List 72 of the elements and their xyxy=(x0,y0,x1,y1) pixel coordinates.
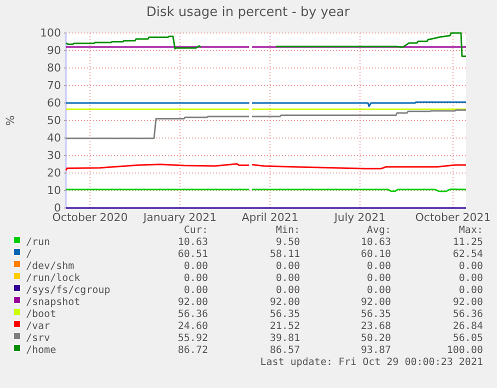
legend-label: /home xyxy=(26,345,56,356)
text: 0.00 xyxy=(276,261,300,272)
text: 0.00 xyxy=(366,261,391,272)
text: 92.00 xyxy=(452,297,483,308)
text: 0.00 xyxy=(458,285,483,296)
text: 0.00 xyxy=(366,273,391,284)
text: 0.00 xyxy=(184,261,208,272)
legend-label: /srv xyxy=(26,333,50,344)
text: 10.63 xyxy=(360,237,391,248)
text: Min: xyxy=(276,225,300,236)
text: Last update: Fri Oct 29 00:00:23 2021 xyxy=(260,357,483,368)
text: 100.00 xyxy=(446,345,483,356)
text: 0.00 xyxy=(276,273,300,284)
text: 86.57 xyxy=(270,345,300,356)
y-tick-label: 30 xyxy=(47,149,61,162)
text: 62.54 xyxy=(452,249,483,260)
y-tick-label: 90 xyxy=(47,44,61,58)
text: 0.00 xyxy=(366,285,391,296)
text: Max: xyxy=(458,225,483,236)
text: 39.81 xyxy=(270,333,300,344)
y-tick-label: 70 xyxy=(47,79,61,92)
y-axis-title: % xyxy=(4,115,17,126)
text: 56.35 xyxy=(360,309,391,320)
text: 9.50 xyxy=(276,237,300,248)
text: 26.84 xyxy=(452,321,483,332)
text: 0.00 xyxy=(184,285,208,296)
text: 86.72 xyxy=(178,345,208,356)
x-tick-label: April 2021 xyxy=(242,210,298,224)
text: 10.63 xyxy=(178,237,208,248)
text: 92.00 xyxy=(360,297,391,308)
text: 11.25 xyxy=(452,237,483,248)
y-tick-label: 20 xyxy=(47,166,61,180)
legend-label: /dev/shm xyxy=(26,261,74,272)
y-tick-label: 60 xyxy=(47,96,61,110)
chart-title: Disk usage in percent - by year xyxy=(146,5,350,20)
text: 50.20 xyxy=(360,333,391,344)
x-tick-label: October 2020 xyxy=(52,210,128,224)
text: 56.35 xyxy=(270,309,300,320)
text: 93.87 xyxy=(360,345,391,356)
y-tick-label: 40 xyxy=(47,132,61,145)
text: 0.00 xyxy=(458,261,483,272)
text: 24.60 xyxy=(178,321,208,332)
text: 60.51 xyxy=(178,249,208,260)
text: 60.10 xyxy=(360,249,391,260)
text: 92.00 xyxy=(178,297,208,308)
x-tick-label: October 2021 xyxy=(415,210,491,224)
text: 56.36 xyxy=(452,309,483,320)
text: 21.52 xyxy=(270,321,300,332)
text: 23.68 xyxy=(360,321,391,332)
text: 56.05 xyxy=(452,333,483,344)
y-tick-label: 100 xyxy=(40,26,61,40)
text: 55.92 xyxy=(178,333,208,344)
legend-label: / xyxy=(26,249,32,260)
text: 92.00 xyxy=(270,297,300,308)
x-tick-label: January 2021 xyxy=(142,210,217,224)
y-tick-label: 10 xyxy=(47,184,61,198)
text: 0.00 xyxy=(458,273,483,284)
legend-label: /run xyxy=(26,237,50,248)
text: Cur: xyxy=(184,225,208,236)
x-tick-label: July 2021 xyxy=(333,210,386,224)
legend-label: /run/lock xyxy=(26,273,80,284)
legend-label: /snapshot xyxy=(26,297,80,308)
text: 0.00 xyxy=(276,285,300,296)
text: 56.36 xyxy=(178,309,208,320)
y-tick-label: 80 xyxy=(47,62,61,75)
text: 0.00 xyxy=(184,273,208,284)
legend-label: /sys/fs/cgroup xyxy=(26,285,110,296)
legend-label: /boot xyxy=(26,309,56,320)
y-tick-label: 50 xyxy=(47,114,61,128)
text: Avg: xyxy=(366,225,391,236)
text: 58.11 xyxy=(270,249,300,260)
legend-label: /var xyxy=(26,321,50,332)
